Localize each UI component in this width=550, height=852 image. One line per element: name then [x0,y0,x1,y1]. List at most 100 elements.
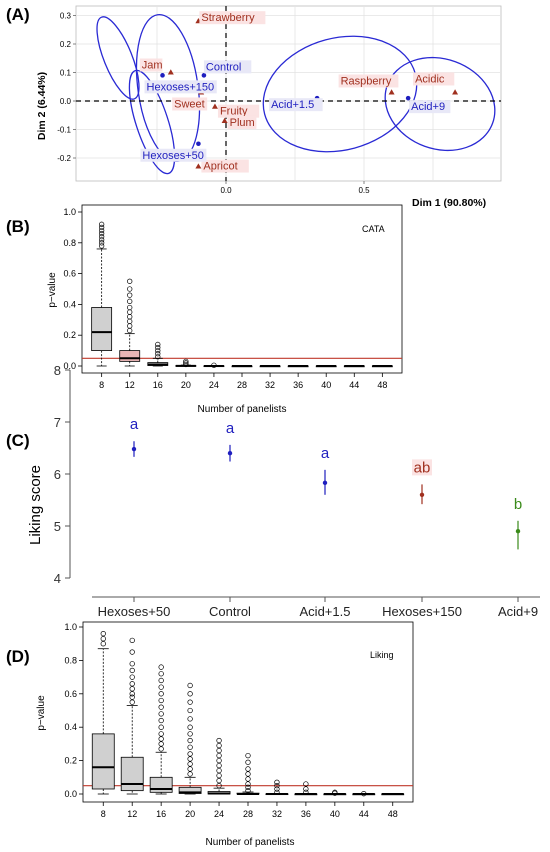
box [119,350,141,362]
x-tick-label: 8 [101,809,106,819]
y-tick-label: 1.0 [64,622,77,632]
cata-plot-area [81,204,403,374]
x-tick-label: 24 [214,809,224,819]
outlier-point [127,327,133,334]
liking-y-axis-title: Liking score [27,465,44,545]
outlier-point [127,314,133,320]
outlier-point [98,230,105,237]
outlier-point [183,361,189,368]
y-tick-label: 4 [54,571,61,586]
outlier-point [98,227,105,234]
mean-point [322,480,328,486]
individual-label: Hexoses+150 [147,81,215,93]
x-tick-label: 32 [265,380,275,390]
x-tick-label: 16 [153,380,163,390]
outlier-point [127,309,133,315]
variable-point [452,89,459,95]
x-tick-label: 32 [272,809,282,819]
panel-b: (B) CATA 0.0 0.2 0.4 0.6 0.8 1.0 8 12 16 20 24 28 32… [6,204,403,415]
individual-label: Acid+9 [411,101,445,113]
outlier-point [129,637,135,644]
letter-highlight [412,459,432,476]
variable-label: Plum [230,117,255,129]
outlier-point [245,766,251,772]
x-tick-label: 16 [156,809,166,819]
y-tick-label: 0.0 [64,789,77,799]
outlier-point [274,789,280,795]
outlier-point [129,667,135,674]
outlier-point [158,704,164,710]
outlier-point [158,664,164,670]
y-tick-label: 0.4 [63,299,76,309]
box [178,786,202,794]
outlier-point [158,671,164,677]
y-tick-label: -0.2 [57,154,71,163]
outlier-point [158,724,164,730]
outlier-point [158,711,164,717]
x-tick-label: 20 [185,809,195,819]
individual-point [160,73,165,78]
variable-point [167,69,174,75]
cata-boxplots: 0.0 0.2 0.4 0.6 0.8 1.0 8 12 16 20 24 28 32 36 40 44 48 [63,207,402,390]
outlier-point [127,286,133,292]
outlier-point [155,341,161,348]
outlier-point [245,759,251,765]
y-tick-label: 8 [54,363,61,378]
outlier-point [245,784,251,790]
x-tick-label: Acid+1.5 [300,604,351,619]
x-tick-label: 8 [99,380,104,390]
outlier-point [158,677,164,684]
panel-label-b: (B) [6,217,30,236]
y-tick-label: 0.3 [60,12,72,21]
x-tick-label: 28 [243,809,253,819]
x-tick-label: Control [209,604,251,619]
outlier-point [245,781,251,787]
variable-point [211,103,218,109]
x-tick-label: 48 [377,380,387,390]
outlier-point [245,788,251,794]
individual-label: Hexoses+50 [142,150,203,162]
outlier-point [303,786,309,792]
outlier-point [187,737,193,744]
variable-label-bg [217,104,260,118]
outlier-point [187,716,193,722]
outlier-point [158,731,164,737]
outlier-point [332,789,338,795]
ellipse-hexoses-150 [96,16,140,100]
variable-point [388,89,395,95]
individual-point [201,73,207,78]
y-tick-label: 0.2 [63,330,76,340]
outlier-point [216,783,222,789]
y-tick-label: 0.4 [64,722,77,732]
x-tick-label: 28 [237,380,247,390]
outlier-point [216,742,222,749]
outlier-point [98,224,105,231]
cata-corner-label: CATA [362,224,385,234]
cata-x-axis-title: Number of panelists [198,404,287,415]
outlier-point [216,772,222,779]
outlier-point [187,707,193,714]
x-tick-label: 12 [127,809,137,819]
individual-label: Control [206,61,241,73]
individual-point [405,95,411,101]
panel-d: (D) Liking 0.0 0.2 0.4 0.6 0.8 1.0 8 12 16 20 24 28… [6,621,414,848]
outlier-point [98,221,105,227]
outlier-point [361,791,367,797]
x-tick-label: 44 [359,809,369,819]
outlier-point [98,233,105,240]
outlier-point [129,686,135,692]
variable-label: Sweet [174,98,205,110]
outlier-point [187,766,193,772]
outlier-point [187,751,193,757]
individual-label-bg [140,148,207,162]
y-tick-label: -0.1 [57,126,71,135]
significance-letter: ab [414,459,431,476]
variable-label: Raspberry [341,75,392,87]
y-tick-label: 0.8 [64,655,77,665]
panel-label-a: (A) [6,5,30,24]
outlier-point [158,746,164,752]
pca-y-axis-title: Dim 2 (6.44%) [36,72,48,140]
pca-x-axis-title: Dim 1 (90.80%) [412,197,486,209]
